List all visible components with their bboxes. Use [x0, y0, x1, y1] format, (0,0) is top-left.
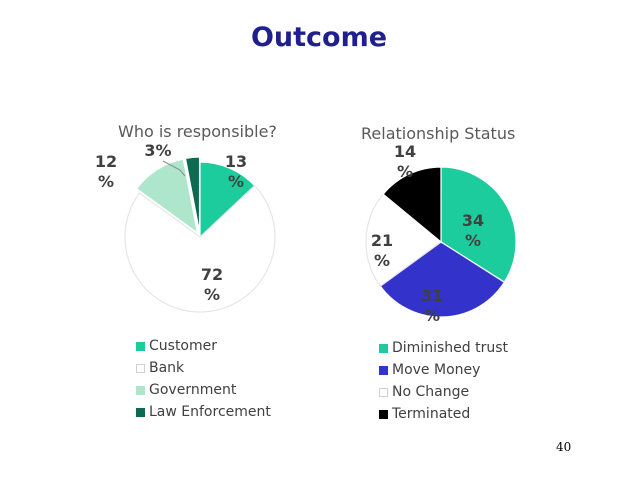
pie-slice-responsible-government [135, 158, 199, 235]
legend-label: Terminated [392, 406, 471, 422]
pie-slice-relationship-terminated [382, 166, 442, 244]
legend-item-law-enforcement: Law Enforcement [136, 401, 271, 423]
chart-title-relationship: Relationship Status [361, 124, 516, 143]
legend-swatch [379, 365, 388, 375]
page-number: 40 [556, 440, 572, 454]
data-label-responsible-government: 12% [95, 152, 117, 191]
legend-label: Customer [149, 338, 218, 354]
legend-swatch [136, 407, 145, 417]
leader-line [162, 160, 186, 177]
data-label-relationship-no-change: 21% [371, 231, 393, 270]
legend-label: Law Enforcement [149, 404, 271, 420]
legend-swatch [136, 363, 145, 373]
legend-relationship: Diminished trust Move Money No Change Te… [379, 337, 508, 425]
legend-swatch [136, 385, 145, 395]
legend-label: Bank [149, 360, 185, 376]
legend-label: No Change [392, 384, 470, 400]
pie-slice-responsible-law-enforcement [184, 156, 201, 233]
legend-item-bank: Bank [136, 357, 271, 379]
slide-title: Outcome [250, 22, 388, 53]
pie-slice-relationship-move-money [379, 241, 506, 318]
legend-label: Move Money [392, 362, 481, 378]
data-label-relationship-diminished-trust: 34% [462, 211, 484, 250]
legend-item-customer: Customer [136, 335, 271, 357]
legend-item-no-change: No Change [379, 381, 508, 403]
data-label-responsible-law-enforcement: 3% [144, 141, 171, 160]
legend-item-terminated: Terminated [379, 403, 508, 425]
pie-slice-responsible-bank [124, 184, 276, 313]
legend-item-diminished-trust: Diminished trust [379, 337, 508, 359]
data-label-relationship-terminated: 14% [394, 142, 416, 181]
legend-label: Diminished trust [392, 340, 508, 356]
data-label-relationship-move-money: 31% [421, 286, 443, 325]
legend-swatch [379, 387, 388, 397]
legend-label: Government [149, 382, 237, 398]
data-label-responsible-customer: 13% [225, 152, 247, 191]
pie-slice-relationship-no-change [365, 193, 442, 287]
legend-responsible: Customer Bank Government Law Enforcement [136, 335, 271, 423]
legend-item-move-money: Move Money [379, 359, 508, 381]
legend-swatch [136, 341, 145, 351]
chart-title-responsible: Who is responsible? [118, 122, 277, 141]
pie-slice-responsible-customer [199, 161, 256, 239]
legend-item-government: Government [136, 379, 271, 401]
legend-swatch [379, 343, 388, 353]
data-label-responsible-bank: 72% [201, 265, 223, 304]
legend-swatch [379, 409, 388, 419]
